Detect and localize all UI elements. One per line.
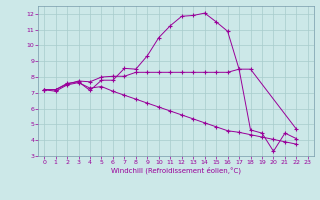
X-axis label: Windchill (Refroidissement éolien,°C): Windchill (Refroidissement éolien,°C) — [111, 167, 241, 174]
